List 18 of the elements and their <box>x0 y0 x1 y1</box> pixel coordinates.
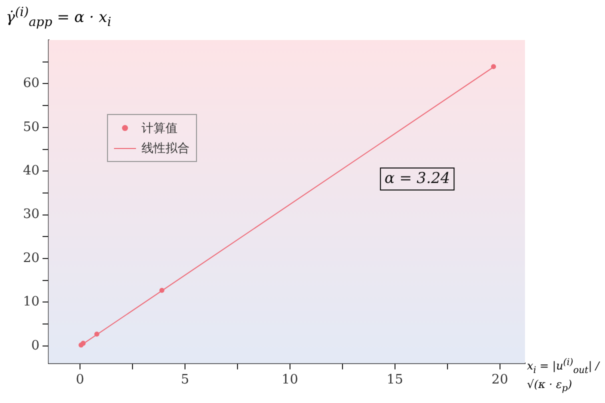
y-tick-label: 10 <box>22 294 40 310</box>
point <box>491 64 496 70</box>
annotation: α = 3.24 <box>384 168 450 187</box>
y-tick-label: 0 <box>31 338 40 354</box>
y-tick-label: 50 <box>22 120 40 135</box>
y-tick-label: 40 <box>22 163 40 178</box>
x-tick-label: 10 <box>282 372 298 388</box>
x-tick-label: 5 <box>180 372 190 388</box>
text: x$_{i}$ = |u$^{(i)}$$_{out}$| / √(κ · ε$_{p}$) <box>527 357 600 394</box>
legend-label: 线性拟合 <box>142 140 190 156</box>
x-tick-label: 20 <box>492 372 508 388</box>
x-tick-label: 0 <box>76 372 84 388</box>
y-tick-label: 20 <box>22 250 40 266</box>
x-tick-label: 15 <box>386 372 404 388</box>
y-tick-label: 30 <box>22 207 40 222</box>
y-axis-title: γ̇$^{(i)}$$_{app}$ = α · x$_{i}$ <box>6 4 112 29</box>
legend-label: 计算值 <box>142 120 178 136</box>
y-tick-label: 60 <box>22 76 40 92</box>
